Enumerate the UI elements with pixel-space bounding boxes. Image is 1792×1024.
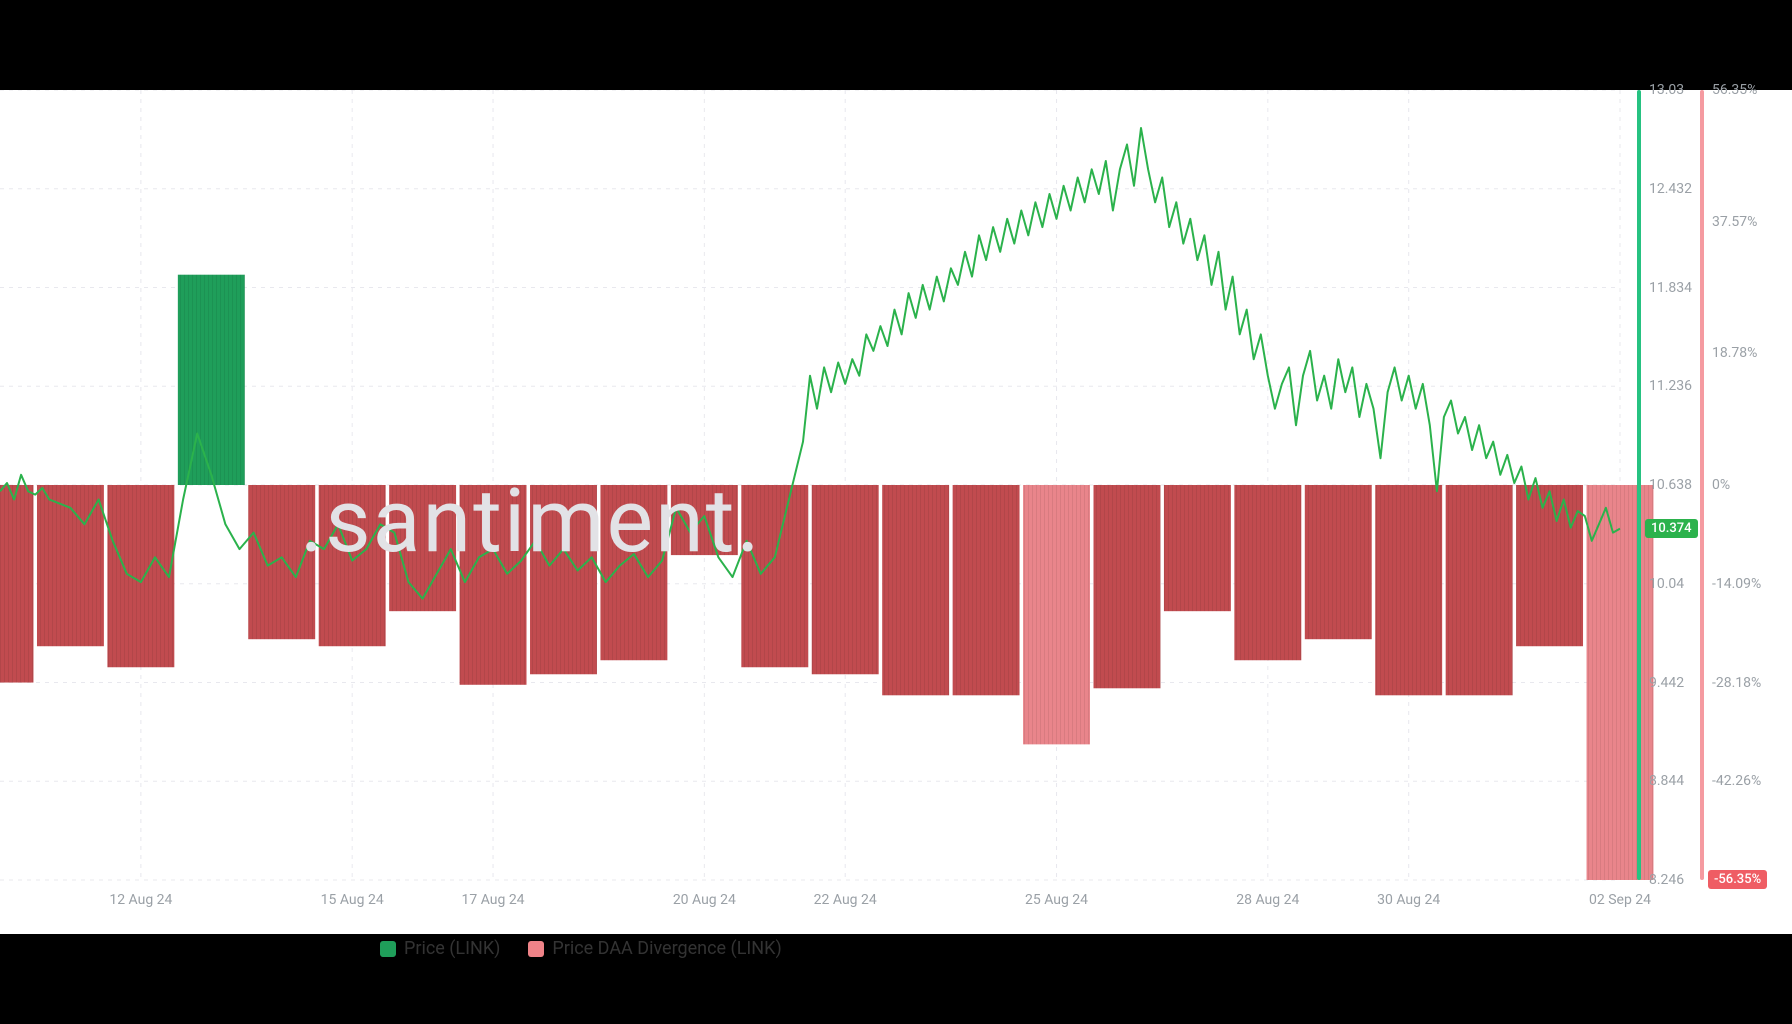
divergence-current-badge: -56.35%: [1708, 870, 1767, 889]
x-axis-label: 30 Aug 24: [1377, 892, 1440, 908]
legend-item[interactable]: Price (LINK): [380, 938, 500, 959]
y-left-track: [1637, 90, 1641, 880]
y-right-label: 0%: [1712, 477, 1730, 493]
y-right-label: 37.57%: [1712, 214, 1757, 230]
legend-item[interactable]: Price DAA Divergence (LINK): [528, 938, 781, 959]
y-right-track: [1700, 90, 1704, 880]
legend-swatch: [528, 941, 544, 957]
x-axis-label: 15 Aug 24: [321, 892, 384, 908]
y-right-label: -28.18%: [1712, 675, 1761, 691]
x-axis-label: 20 Aug 24: [673, 892, 736, 908]
x-axis-label: 28 Aug 24: [1236, 892, 1299, 908]
y-left-label: 10.638: [1649, 477, 1692, 493]
chart-svg: [0, 90, 1792, 934]
legend-label: Price DAA Divergence (LINK): [552, 938, 781, 959]
y-left-label: 11.834: [1649, 280, 1692, 296]
chart-area[interactable]: .santiment. 12 Aug 2415 Aug 2417 Aug 242…: [0, 90, 1792, 934]
x-axis-label: 25 Aug 24: [1025, 892, 1088, 908]
y-left-label: 8.246: [1649, 872, 1684, 888]
legend-label: Price (LINK): [404, 938, 500, 959]
x-axis-label: 12 Aug 24: [109, 892, 172, 908]
chart-frame: .santiment. 12 Aug 2415 Aug 2417 Aug 242…: [0, 90, 1792, 934]
y-left-label: 12.432: [1649, 181, 1692, 197]
y-left-label: 10.04: [1649, 576, 1684, 592]
y-left-label: 9.442: [1649, 675, 1684, 691]
y-left-label: 13.03: [1649, 82, 1684, 98]
y-right-label: -42.26%: [1712, 773, 1761, 789]
y-right-label: -14.09%: [1712, 576, 1761, 592]
price-current-badge: 10.374: [1645, 519, 1698, 538]
y-right-label: 56.35%: [1712, 82, 1757, 98]
legend: Price (LINK) Price DAA Divergence (LINK): [380, 938, 782, 959]
y-left-label: 8.844: [1649, 773, 1684, 789]
x-axis-label: 02 Sep 24: [1589, 892, 1651, 908]
y-left-label: 11.236: [1649, 378, 1692, 394]
legend-swatch: [380, 941, 396, 957]
x-axis-label: 17 Aug 24: [462, 892, 525, 908]
x-axis-label: 22 Aug 24: [814, 892, 877, 908]
y-right-label: 18.78%: [1712, 345, 1757, 361]
